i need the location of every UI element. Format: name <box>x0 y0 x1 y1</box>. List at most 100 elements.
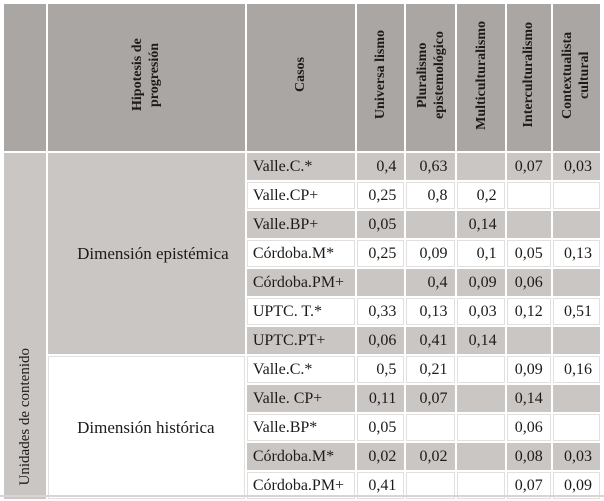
value-cell <box>457 414 505 441</box>
case-cell: Valle.BP* <box>246 414 356 441</box>
value-cell <box>357 269 405 296</box>
header-row: Hipotesis de progresión Casos Universa l… <box>4 4 600 151</box>
value-cell: 0,09 <box>406 240 456 267</box>
value-cell: 0,1 <box>457 240 505 267</box>
value-cell: 0,14 <box>457 327 505 354</box>
table-row: Dimensión histórica Valle.C.* 0,5 0,21 0… <box>4 356 600 499</box>
corner-cell <box>4 4 47 151</box>
value-cell: 0,03 <box>457 298 505 325</box>
value-cell: 0,13 <box>406 298 456 325</box>
value-cell: 0,2 <box>457 182 505 209</box>
value-cell <box>406 472 456 499</box>
value-cell <box>406 211 456 238</box>
table-row: UPTC. T.* 0,33 0,13 0,03 0,12 0,51 <box>4 298 600 325</box>
value-cell: 0,08 <box>506 443 551 470</box>
value-cell <box>457 385 505 412</box>
value-cell <box>457 153 505 180</box>
value-cell: 0,51 <box>552 298 600 325</box>
value-cell: 0,14 <box>506 385 551 412</box>
value-cell: 0,11 <box>357 385 405 412</box>
value-cell <box>552 182 600 209</box>
value-cell: 0,03 <box>552 443 600 470</box>
col-header-multiculturalismo-label: Multiculturalismo <box>473 20 489 130</box>
case-cell: Valle.C.* <box>246 356 356 383</box>
case-cell: UPTC. T.* <box>246 298 356 325</box>
value-cell: 0,05 <box>506 240 551 267</box>
value-cell <box>552 269 600 296</box>
case-cell: Córdoba.M* <box>246 443 356 470</box>
value-cell: 0,5 <box>357 356 405 383</box>
value-cell: 0,21 <box>406 356 456 383</box>
value-cell: 0,06 <box>506 414 551 441</box>
case-cell: Valle.C.* <box>246 153 356 180</box>
table-row: Unidades de contenido Dimensión epistémi… <box>4 153 600 499</box>
value-cell: 0,06 <box>506 269 551 296</box>
case-cell: Córdoba.M* <box>246 240 356 267</box>
col-header-hypothesis-label: Hipotesis de progresión <box>130 38 163 112</box>
row-group-label-cell: Unidades de contenido <box>4 153 47 499</box>
value-cell <box>552 327 600 354</box>
case-cell: UPTC.PT+ <box>246 327 356 354</box>
value-cell: 0,41 <box>406 327 456 354</box>
value-cell: 0,09 <box>457 269 505 296</box>
value-cell <box>457 472 505 499</box>
col-header-cases: Casos <box>246 4 356 151</box>
col-header-multiculturalismo: Multiculturalismo <box>457 4 505 151</box>
value-cell: 0,06 <box>357 327 405 354</box>
table-row: Córdoba.PM+ 0,4 0,09 0,06 <box>4 269 600 296</box>
value-cell: 0,25 <box>357 240 405 267</box>
value-cell: 0,4 <box>357 153 405 180</box>
value-cell: 0,02 <box>357 443 405 470</box>
value-cell: 0,25 <box>357 182 405 209</box>
value-cell <box>506 182 551 209</box>
value-cell: 0,07 <box>506 472 551 499</box>
table-row: Córdoba.M* 0,25 0,09 0,1 0,05 0,13 <box>4 240 600 267</box>
table-row: Valle.BP+ 0,05 0,14 <box>4 211 600 238</box>
value-cell: 0,03 <box>552 153 600 180</box>
value-cell: 0,63 <box>406 153 456 180</box>
value-cell <box>506 327 551 354</box>
col-header-contextualista: Contextualista cultural <box>552 4 600 151</box>
value-cell: 0,05 <box>357 414 405 441</box>
col-header-interculturalismo: Interculturalismo <box>506 4 551 151</box>
group-label-historica: Dimensión histórica <box>48 356 245 499</box>
value-cell <box>552 414 600 441</box>
col-header-cases-label: Casos <box>293 57 309 93</box>
case-cell: Valle.CP+ <box>246 182 356 209</box>
table-row: Valle.BP* 0,05 0,06 <box>4 414 600 441</box>
value-cell <box>406 414 456 441</box>
value-cell: 0,12 <box>506 298 551 325</box>
table-row: Valle. CP+ 0,11 0,07 0,14 <box>4 385 600 412</box>
value-cell: 0,4 <box>406 269 456 296</box>
col-header-interculturalismo-label: Interculturalismo <box>521 22 537 128</box>
value-cell: 0,07 <box>506 153 551 180</box>
case-cell: Córdoba.PM+ <box>246 472 356 499</box>
row-group-label: Unidades de contenido <box>16 347 33 485</box>
value-cell: 0,8 <box>406 182 456 209</box>
table-row: UPTC.PT+ 0,06 0,41 0,14 <box>4 327 600 354</box>
group-label-epistemica: Dimensión epistémica <box>48 153 245 354</box>
col-header-pluralismo-label: Pluralismo epistemológico <box>414 31 447 119</box>
col-header-pluralismo: Pluralismo epistemológico <box>406 4 456 151</box>
value-cell: 0,13 <box>552 240 600 267</box>
value-cell: 0,09 <box>506 356 551 383</box>
value-cell: 0,16 <box>552 356 600 383</box>
case-cell: Córdoba.PM+ <box>246 269 356 296</box>
case-cell: Valle.BP+ <box>246 211 356 238</box>
value-cell: 0,14 <box>457 211 505 238</box>
table-row: Córdoba.M* 0,02 0,02 0,08 0,03 <box>4 443 600 470</box>
col-header-contextualista-label: Contextualista cultural <box>560 31 593 119</box>
value-cell: 0,09 <box>552 472 600 499</box>
case-cell: Valle. CP+ <box>246 385 356 412</box>
table-row: Valle.CP+ 0,25 0,8 0,2 <box>4 182 600 209</box>
value-cell <box>552 385 600 412</box>
col-header-universalismo-label: Universa lismo <box>373 30 389 120</box>
value-cell: 0,33 <box>357 298 405 325</box>
value-cell <box>457 356 505 383</box>
value-cell: 0,41 <box>357 472 405 499</box>
value-cell <box>506 211 551 238</box>
value-cell: 0,07 <box>406 385 456 412</box>
value-cell: 0,02 <box>406 443 456 470</box>
